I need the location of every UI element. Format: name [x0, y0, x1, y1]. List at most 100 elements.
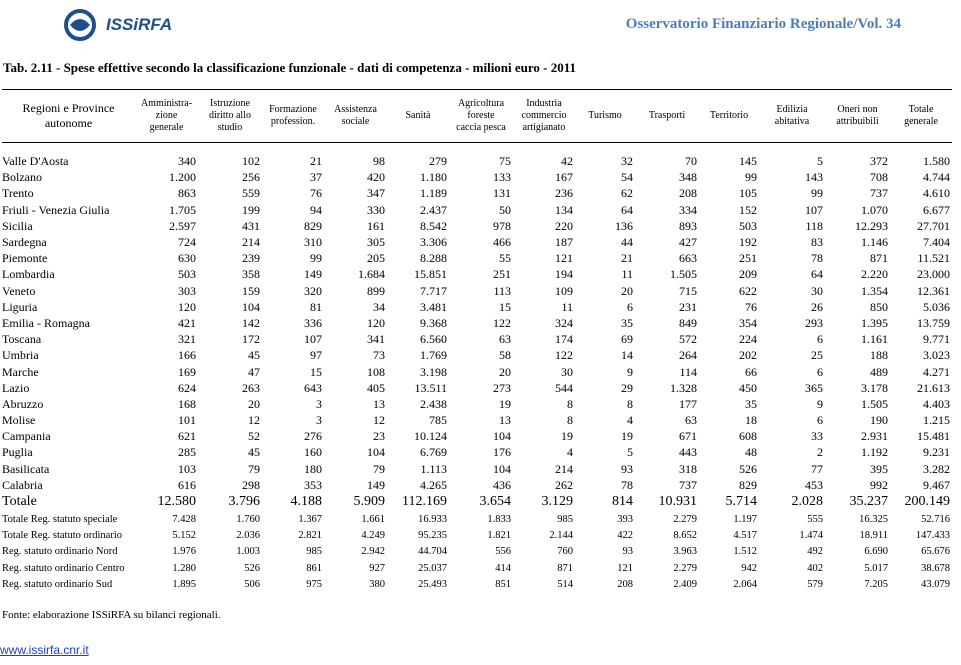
cell: 4 — [627, 413, 633, 428]
table-row: Puglia 285 45 160 104 6.769 176 4 5 443 48 2 1.192 9.… — [2, 444, 952, 460]
cell: 145 — [739, 154, 757, 169]
cell: 13 — [373, 396, 385, 411]
row-label: Abruzzo — [2, 396, 44, 411]
cell: 32 — [621, 154, 633, 169]
cell: 1.833 — [487, 514, 511, 526]
cell: 93 — [622, 546, 634, 558]
cell: 13.511 — [414, 380, 447, 395]
cell: 427 — [679, 235, 697, 250]
row-label: Friuli - Venezia Giulia — [2, 202, 110, 217]
cell: 16.325 — [859, 514, 888, 526]
cell: 1.197 — [733, 514, 757, 526]
cell: 893 — [679, 218, 697, 233]
cell: 3.796 — [228, 494, 261, 510]
cell: 12 — [248, 413, 260, 428]
table-row: Trento 863 559 76 347 1.189 131 236 62 208 105 99 73… — [2, 185, 952, 201]
cell: 8.652 — [673, 530, 697, 542]
cell: 405 — [367, 380, 385, 395]
table-row: Toscana 321 172 107 341 6.560 63 174 69 572 224 6 1.… — [2, 331, 952, 347]
cell: 5.036 — [923, 299, 950, 314]
cell: 12 — [373, 413, 385, 428]
table-row: Calabria 616 298 353 149 4.265 436 262 78 737 829 4… — [2, 477, 952, 493]
cell: 76 — [310, 186, 322, 201]
cell: 503 — [739, 218, 757, 233]
footer-link[interactable]: www.issirfa.cnr.it — [0, 643, 89, 657]
cell: 942 — [741, 562, 757, 574]
cell: 26 — [811, 299, 823, 314]
cell: 273 — [493, 380, 511, 395]
cell: 251 — [493, 267, 511, 282]
row-label: Lombardia — [2, 267, 55, 282]
cell: 21 — [310, 154, 322, 169]
cell: 167 — [555, 170, 573, 185]
cell: 262 — [555, 477, 573, 492]
cell: 285 — [178, 445, 196, 460]
cell: 7.404 — [923, 235, 950, 250]
cell: 104 — [367, 445, 385, 460]
cell: 555 — [807, 514, 823, 526]
column-header: Agricoltura foreste caccia pesca — [449, 89, 513, 143]
header-row: Regioni e Province autonome Amministra- z… — [2, 89, 952, 143]
cell: 54 — [621, 170, 633, 185]
cell: 2.220 — [861, 267, 888, 282]
cell: 5 — [627, 445, 633, 460]
cell: 6.690 — [864, 546, 888, 558]
row-label: Sardegna — [2, 235, 47, 250]
cell: 12.293 — [855, 218, 888, 233]
cell: 79 — [373, 461, 385, 476]
cell: 4.265 — [420, 477, 447, 492]
table-row: Totale Reg. statuto speciale 7.428 1.760 1.… — [2, 512, 952, 528]
cell: 1.192 — [861, 445, 888, 460]
cell: 737 — [870, 186, 888, 201]
cell: 52 — [248, 429, 260, 444]
cell: 19 — [499, 396, 511, 411]
table-row: Piemonte 630 239 99 205 8.288 55 121 21 663 251 78 8… — [2, 250, 952, 266]
table-row: Molise 101 12 3 12 785 13 8 4 63 18 6 190 1.215 — [2, 412, 952, 428]
cell: 492 — [807, 546, 823, 558]
cell: 25.037 — [418, 562, 447, 574]
cell: 4 — [567, 445, 573, 460]
cell: 526 — [244, 562, 260, 574]
column-header: Totale generale — [890, 89, 952, 143]
cell: 5.017 — [864, 562, 888, 574]
cell: 5 — [817, 154, 823, 169]
cell: 122 — [555, 348, 573, 363]
cell: 69 — [621, 332, 633, 347]
cell: 20 — [499, 364, 511, 379]
cell: 23 — [373, 429, 385, 444]
column-header: Edilizia abitativa — [759, 89, 825, 143]
cell: 466 — [493, 235, 511, 250]
table-row: Liguria 120 104 81 34 3.481 15 11 6 231 76 26 850 5.0… — [2, 299, 952, 315]
cell: 5.909 — [353, 494, 386, 510]
row-label: Trento — [2, 186, 34, 201]
cell: 176 — [493, 445, 511, 460]
cell: 420 — [367, 170, 385, 185]
cell: 372 — [870, 154, 888, 169]
cell: 2.931 — [861, 429, 888, 444]
cell: 9.771 — [923, 332, 950, 347]
cell: 624 — [178, 380, 196, 395]
cell: 109 — [555, 283, 573, 298]
cell: 1.395 — [861, 315, 888, 330]
cell: 108 — [367, 364, 385, 379]
cell: 436 — [493, 477, 511, 492]
cell: 2.409 — [673, 578, 697, 590]
cell: 78 — [811, 251, 823, 266]
cell: 3.963 — [673, 546, 697, 558]
cell: 52.716 — [921, 514, 950, 526]
cell: 6.560 — [420, 332, 447, 347]
cell: 38.678 — [921, 562, 950, 574]
cell: 2.438 — [420, 396, 447, 411]
logo-text: ISSiRFA — [106, 15, 173, 34]
cell: 18.911 — [859, 530, 889, 542]
cell: 431 — [242, 218, 260, 233]
cell: 75 — [499, 154, 511, 169]
table-body: Valle D'Aosta 340 102 21 98 279 75 42 32 70 145 5 37… — [2, 143, 952, 593]
cell: 121 — [617, 562, 633, 574]
cell: 224 — [739, 332, 757, 347]
cell: 829 — [304, 218, 322, 233]
cell: 104 — [493, 461, 511, 476]
cell: 4.271 — [923, 364, 950, 379]
cell: 422 — [617, 530, 633, 542]
cell: 231 — [679, 299, 697, 314]
